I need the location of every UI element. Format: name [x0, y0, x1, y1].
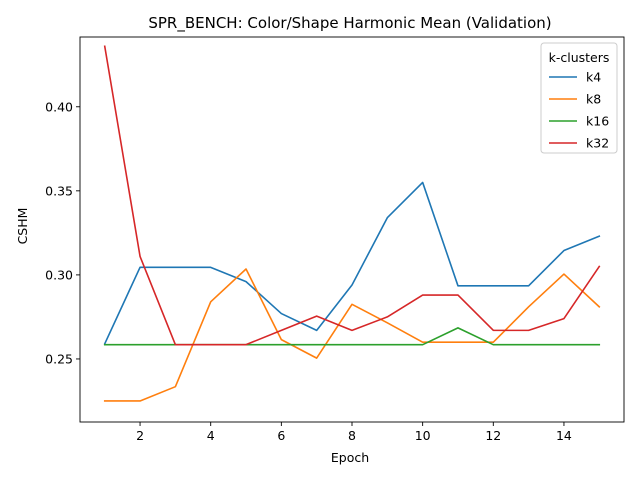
- legend-label-k32: k32: [586, 136, 609, 151]
- legend-label-k8: k8: [586, 92, 601, 107]
- chart-title: SPR_BENCH: Color/Shape Harmonic Mean (Va…: [148, 14, 551, 33]
- x-tick-label: 4: [207, 428, 215, 443]
- series-line-k8: [103, 268, 601, 402]
- y-tick-label: 0.40: [45, 99, 73, 114]
- y-tick-label: 0.30: [45, 267, 73, 282]
- legend-box: [540, 42, 618, 154]
- x-tick-label: 12: [485, 428, 501, 443]
- x-tick-label: 14: [556, 428, 572, 443]
- legend: k-clusters k4 k8 k16 k32: [540, 42, 618, 154]
- x-axis-label: Epoch: [331, 450, 369, 465]
- legend-title: k-clusters: [549, 50, 610, 65]
- x-tick-label: 6: [277, 428, 285, 443]
- x-tick-label: 10: [415, 428, 431, 443]
- legend-label-k16: k16: [586, 114, 609, 129]
- plot-area: 2 4 6 8 10 12 14 0.25 0.30 0.35 0.40: [45, 36, 625, 443]
- x-tick-label: 8: [348, 428, 356, 443]
- y-axis-label: CSHM: [15, 208, 30, 245]
- y-tick-label: 0.35: [45, 183, 73, 198]
- x-tick-label: 2: [136, 428, 144, 443]
- legend-label-k4: k4: [586, 70, 601, 85]
- series-line-k4: [103, 181, 601, 345]
- y-tick-label: 0.25: [45, 351, 73, 366]
- series-line-k32: [103, 45, 601, 346]
